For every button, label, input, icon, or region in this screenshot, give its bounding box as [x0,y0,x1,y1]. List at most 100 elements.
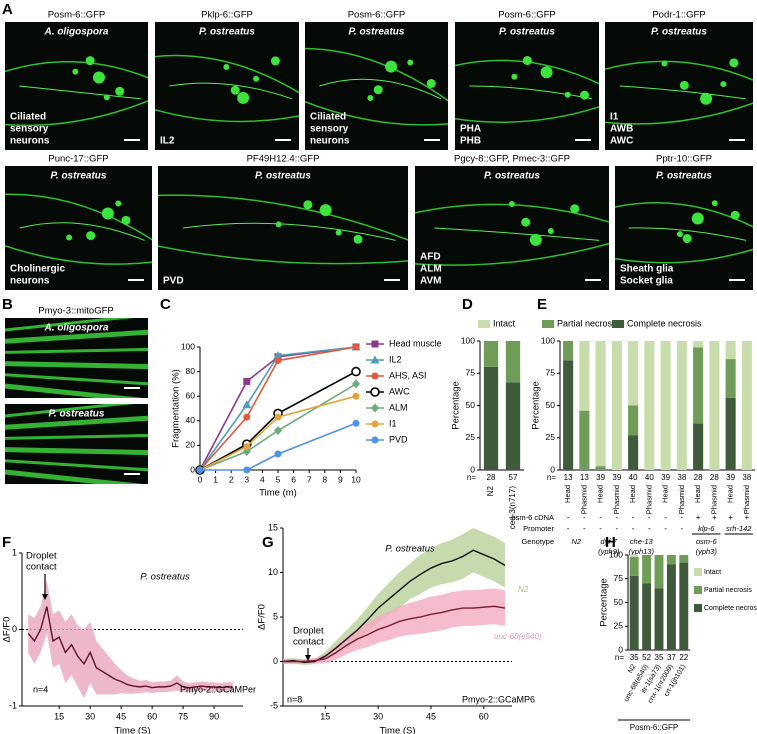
y-tick-label: 0 [190,464,195,474]
cell-body [253,75,260,82]
row-label: Promoter [523,524,554,533]
bar-segment [629,575,639,650]
cell-label: IL2 [160,136,175,147]
y-tick-label: 25 [466,432,476,442]
bar-segment [629,556,639,576]
y-tick-label: 20 [186,440,196,450]
worm-outline [615,201,753,228]
reporter-title: Posm-6::GFP [48,10,106,21]
cell-body [86,231,96,241]
legend-label: AWC [389,386,410,396]
muscle-stripe [5,361,148,370]
reporter-title: Pmyo-3::mitoGFP [38,306,114,317]
species: P. ostreatus [49,409,105,420]
x-tick-label: 4 [260,474,265,484]
micrograph-content [615,200,753,264]
y-tick-label: 0 [273,656,278,666]
table-cell: + [745,513,750,522]
category-label: ced-3(n717) [508,486,517,529]
x-tick-label: 0 [198,474,203,484]
worm-outline [5,100,148,127]
cell-label: Cholinergic [10,264,65,275]
species: P. ostreatus [349,27,405,38]
cell-body [319,204,332,217]
legend-label: PVD [389,434,408,444]
table-cell: - [632,524,635,533]
data-point [243,443,251,451]
cell-label: Ciliated [10,112,46,123]
worm-outline [155,108,299,123]
y-tick-label: 100 [609,549,623,559]
y-tick-label: 1 [12,547,17,557]
group-label: srh-142 [726,524,752,533]
x-tick-label: 90 [209,711,219,721]
cell-body [407,59,414,66]
micrograph-content [455,56,599,123]
y-tick-label: 50 [466,400,476,410]
table-cell: + [712,513,717,522]
category-label: Head [596,485,605,503]
bar-segment [725,359,736,398]
series-label: unc-68(e540) [494,632,542,641]
cell-label: neurons [10,276,50,287]
y-axis-label: Fragmentation (%) [171,369,182,448]
legend-swatch [612,320,624,328]
table-cell: - [583,524,586,533]
y-tick-label: 25 [614,621,624,631]
bar-segment [676,341,687,470]
worm-outline [5,61,148,79]
neuron-process [628,227,747,241]
bar-segment [628,405,639,436]
annotation: Droplet [293,626,324,637]
species: P. ostreatus [499,27,555,38]
worm-outline [155,54,299,94]
data-point [243,466,251,474]
cell-body [522,56,532,66]
cell-body [121,215,131,225]
data-point [274,426,282,436]
n-value: 37 [667,653,676,662]
row-label: Genotype [521,537,554,546]
cell-body [223,64,230,71]
cell-body [564,91,571,98]
n-value: 39 [726,473,735,482]
arrow-head [42,594,48,600]
annotation: Droplet [26,551,57,562]
data-point [242,400,252,409]
worm-outline [615,248,753,264]
legend-label: ALM [389,402,408,412]
bar-segment [709,341,720,470]
bar-segment [679,562,689,650]
bar-segment [679,555,689,563]
category-label: Phasmid [677,485,686,514]
cell-label: I1 [610,112,619,123]
table-cell: - [567,513,570,522]
y-tick-label: 75 [614,573,624,583]
species: P. ostreatus [651,27,707,38]
legend-label: AHS, ASI [389,370,427,380]
y-tick-label: 50 [614,597,624,607]
cell-body [730,210,740,220]
panel-letter: H [605,534,616,551]
cell-body [237,91,250,104]
y-tick-label: 0 [550,464,555,474]
cell-label: Socket glia [620,276,673,287]
bar-segment [595,341,606,467]
cell-body [115,86,125,96]
x-tick-label: 7 [307,474,312,484]
cell-body [711,200,718,207]
worm-outline [605,102,753,125]
series-line [199,370,357,471]
micrograph-content [415,200,609,266]
species: P. ostreatus [656,171,712,182]
n-value: 57 [509,473,518,482]
panel-letter: F [2,534,11,551]
reporter: Pmyo-2::GCaMP6 [462,694,535,704]
legend-label: Complete necrosis [704,605,757,612]
muscle-stripe [5,415,148,430]
muscle-stripe [5,469,144,484]
reporter-title: Pklp-6::GFP [201,10,253,21]
n-value: 52 [642,653,651,662]
cell-body [508,200,515,207]
table-cell: - [567,524,570,533]
